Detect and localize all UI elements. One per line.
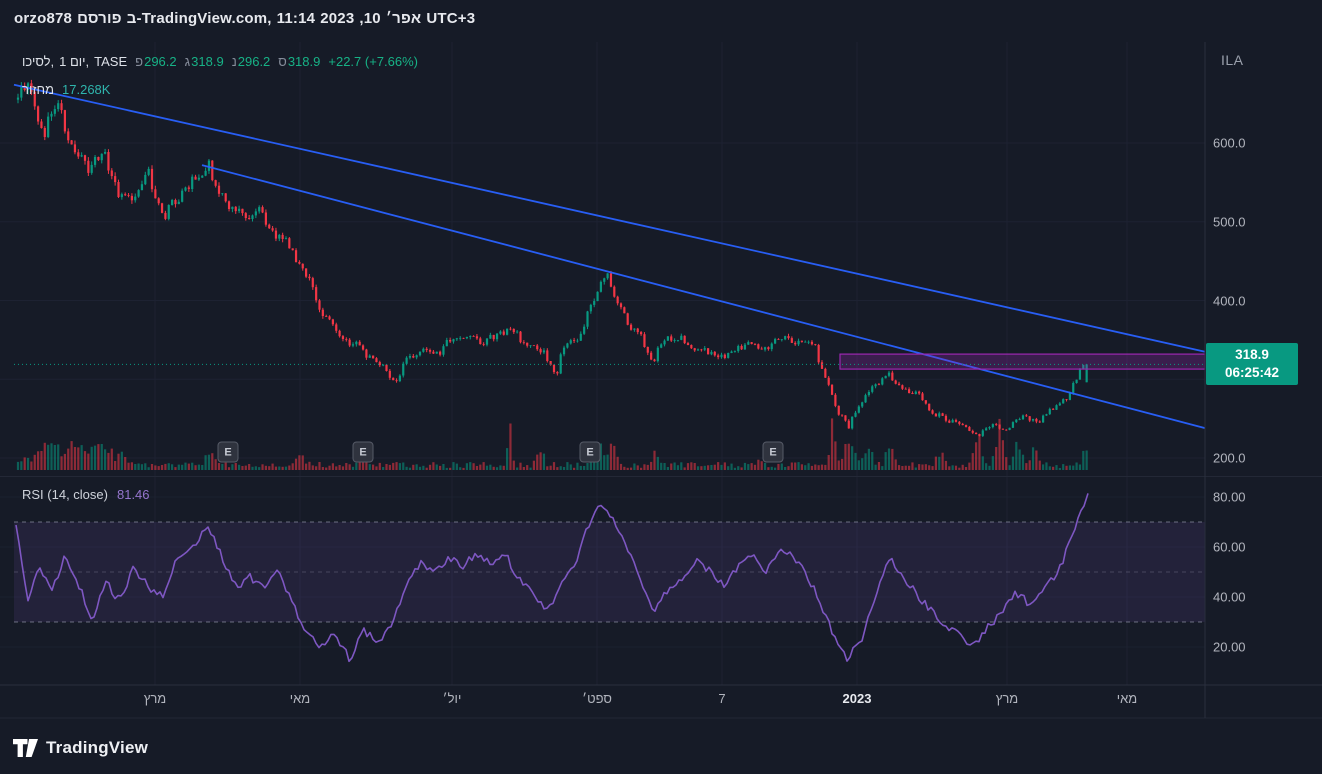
rsi-line — [15, 493, 1089, 663]
resistance-zone — [839, 353, 1206, 370]
ohlc-label: ס — [278, 54, 287, 69]
ohlc-value: 296.2 — [144, 54, 177, 69]
rsi-title: RSI (14, close) — [22, 487, 108, 502]
footer: TradingView — [0, 722, 1322, 774]
symbol-title-token: TASE — [94, 54, 128, 69]
earnings-marker[interactable]: E — [352, 441, 374, 463]
trendline-upper — [13, 83, 1206, 353]
symbol-legend: לסיכו, 1 יום, TASE פ 296.2 ג 318.9 נ 296.2 ס 318.… — [22, 54, 418, 69]
publish-token: אפר׳ — [385, 10, 422, 27]
change-value: +22.7 (+7.66%) — [328, 54, 418, 69]
publish-token: 2023 — [320, 10, 355, 27]
rsi-legend: RSI (14, close) 81.46 — [22, 487, 150, 502]
time-axis-label: מאי — [1116, 691, 1138, 706]
ohlc-item: נ 296.2 — [232, 54, 271, 69]
volume-label: מחזור — [22, 82, 55, 97]
time-axis-label: מרץ — [143, 691, 167, 706]
last-price-badge: 318.9 06:25:42 — [1206, 343, 1298, 386]
time-axis-label: 2023 — [842, 691, 872, 706]
price-axis-label: 500.0 — [1213, 214, 1246, 230]
time-axis-label: מרץ — [995, 691, 1019, 706]
rsi-band-fill — [14, 522, 1205, 622]
publish-info: orzo878 פורסם ב-TradingView.com, 11:14 2023,… — [14, 10, 475, 27]
ohlc-label: ג — [184, 54, 191, 69]
ohlc-item: ג 318.9 — [185, 54, 224, 69]
publish-token: orzo878 — [14, 10, 73, 27]
symbol-title-token: 1 יום, — [59, 54, 90, 69]
earnings-marker[interactable]: E — [762, 441, 784, 463]
volume-series — [16, 418, 1088, 470]
symbol-title: לסיכו, 1 יום, TASE — [22, 54, 127, 69]
rsi-axis-label: 40.00 — [1213, 589, 1246, 605]
earnings-marker[interactable]: E — [579, 441, 601, 463]
last-price-value: 318.9 — [1235, 347, 1269, 363]
symbol-title-token: לסיכו, — [22, 54, 55, 69]
grid-layer — [0, 42, 1205, 685]
publish-token: ב-TradingView.com, — [126, 10, 272, 27]
tradingview-logo-icon[interactable] — [13, 739, 38, 757]
time-axis-label: מאי — [289, 691, 311, 706]
rsi-band — [14, 521, 1205, 623]
rsi-axis-label: 80.00 — [1213, 489, 1246, 505]
rsi-series — [15, 493, 1089, 663]
time-axis-label: ספט׳ — [582, 691, 612, 706]
ohlc-values: פ 296.2 ג 318.9 נ 296.2 ס 318.9 — [135, 54, 320, 69]
price-axis-label: 400.0 — [1213, 293, 1246, 308]
publish-token: 11:14 — [276, 10, 316, 27]
trendline-lower — [201, 164, 1206, 429]
ohlc-item: פ 296.2 — [135, 54, 176, 69]
ohlc-item: ס 318.9 — [278, 54, 320, 69]
tradingview-brand[interactable]: TradingView — [46, 738, 149, 757]
bar-countdown: 06:25:42 — [1224, 365, 1280, 381]
publish-token: UTC+3 — [426, 10, 476, 27]
pane-separators — [0, 42, 1322, 719]
volume-value: 17.268K — [62, 82, 111, 97]
ohlc-value: 296.2 — [237, 54, 271, 69]
rsi-value: 81.46 — [116, 487, 150, 502]
publish-token: פורסם — [77, 10, 122, 27]
rsi-axis-label: 60.00 — [1213, 539, 1246, 555]
drawings-layer — [13, 83, 1206, 429]
price-axis-label: 600.0 — [1213, 135, 1246, 151]
publish-token: ,10 — [359, 10, 381, 27]
time-axis-label: 7 — [718, 691, 726, 706]
time-axis-label: יול׳ — [442, 691, 462, 706]
symbol-ticker-label: ILA — [1221, 52, 1244, 68]
rsi-axis-label: 20.00 — [1213, 639, 1246, 655]
ohlc-label: נ — [231, 54, 237, 69]
candlestick-series — [16, 79, 1088, 437]
ohlc-value: 318.9 — [191, 54, 224, 69]
price-axis-label: 200.0 — [1213, 450, 1246, 466]
ohlc-value: 318.9 — [287, 54, 321, 69]
earnings-marker[interactable]: E — [217, 441, 239, 463]
volume-legend: מחזור 17.268K — [22, 82, 110, 97]
ohlc-label: פ — [135, 54, 144, 69]
